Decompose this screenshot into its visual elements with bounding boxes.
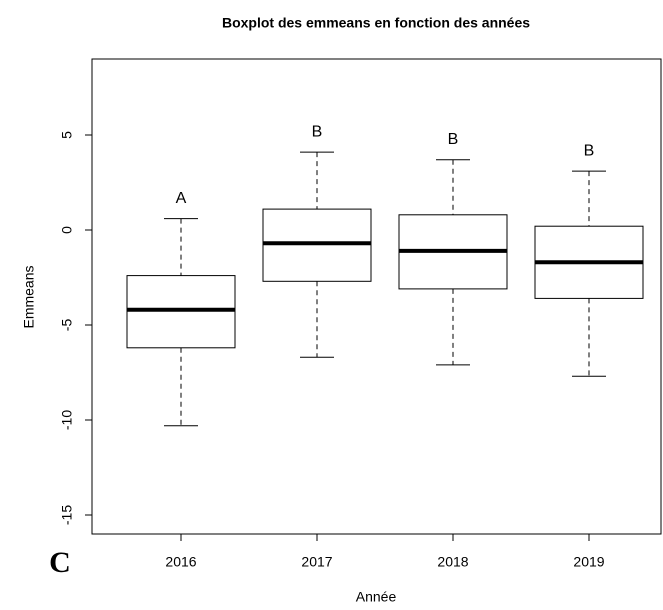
x-tick-label: 2017 bbox=[301, 554, 332, 570]
annotation: B bbox=[312, 123, 323, 140]
x-tick-label: 2016 bbox=[165, 554, 196, 570]
x-axis-label: Année bbox=[356, 589, 397, 605]
y-axis-label: Emmeans bbox=[21, 265, 37, 328]
panel-label: C bbox=[49, 546, 71, 579]
y-tick-label: 0 bbox=[59, 226, 75, 234]
x-tick-label: 2018 bbox=[437, 554, 468, 570]
x-tick-label: 2019 bbox=[573, 554, 604, 570]
annotation: B bbox=[584, 142, 595, 159]
y-tick-label: -10 bbox=[59, 410, 75, 430]
annotation: A bbox=[176, 190, 187, 207]
y-tick-label: 5 bbox=[59, 131, 75, 139]
y-tick-label: -15 bbox=[59, 505, 75, 525]
annotation: B bbox=[448, 131, 459, 148]
chart-title: Boxplot des emmeans en fonction des anné… bbox=[222, 15, 530, 31]
y-tick-label: -5 bbox=[59, 319, 75, 332]
